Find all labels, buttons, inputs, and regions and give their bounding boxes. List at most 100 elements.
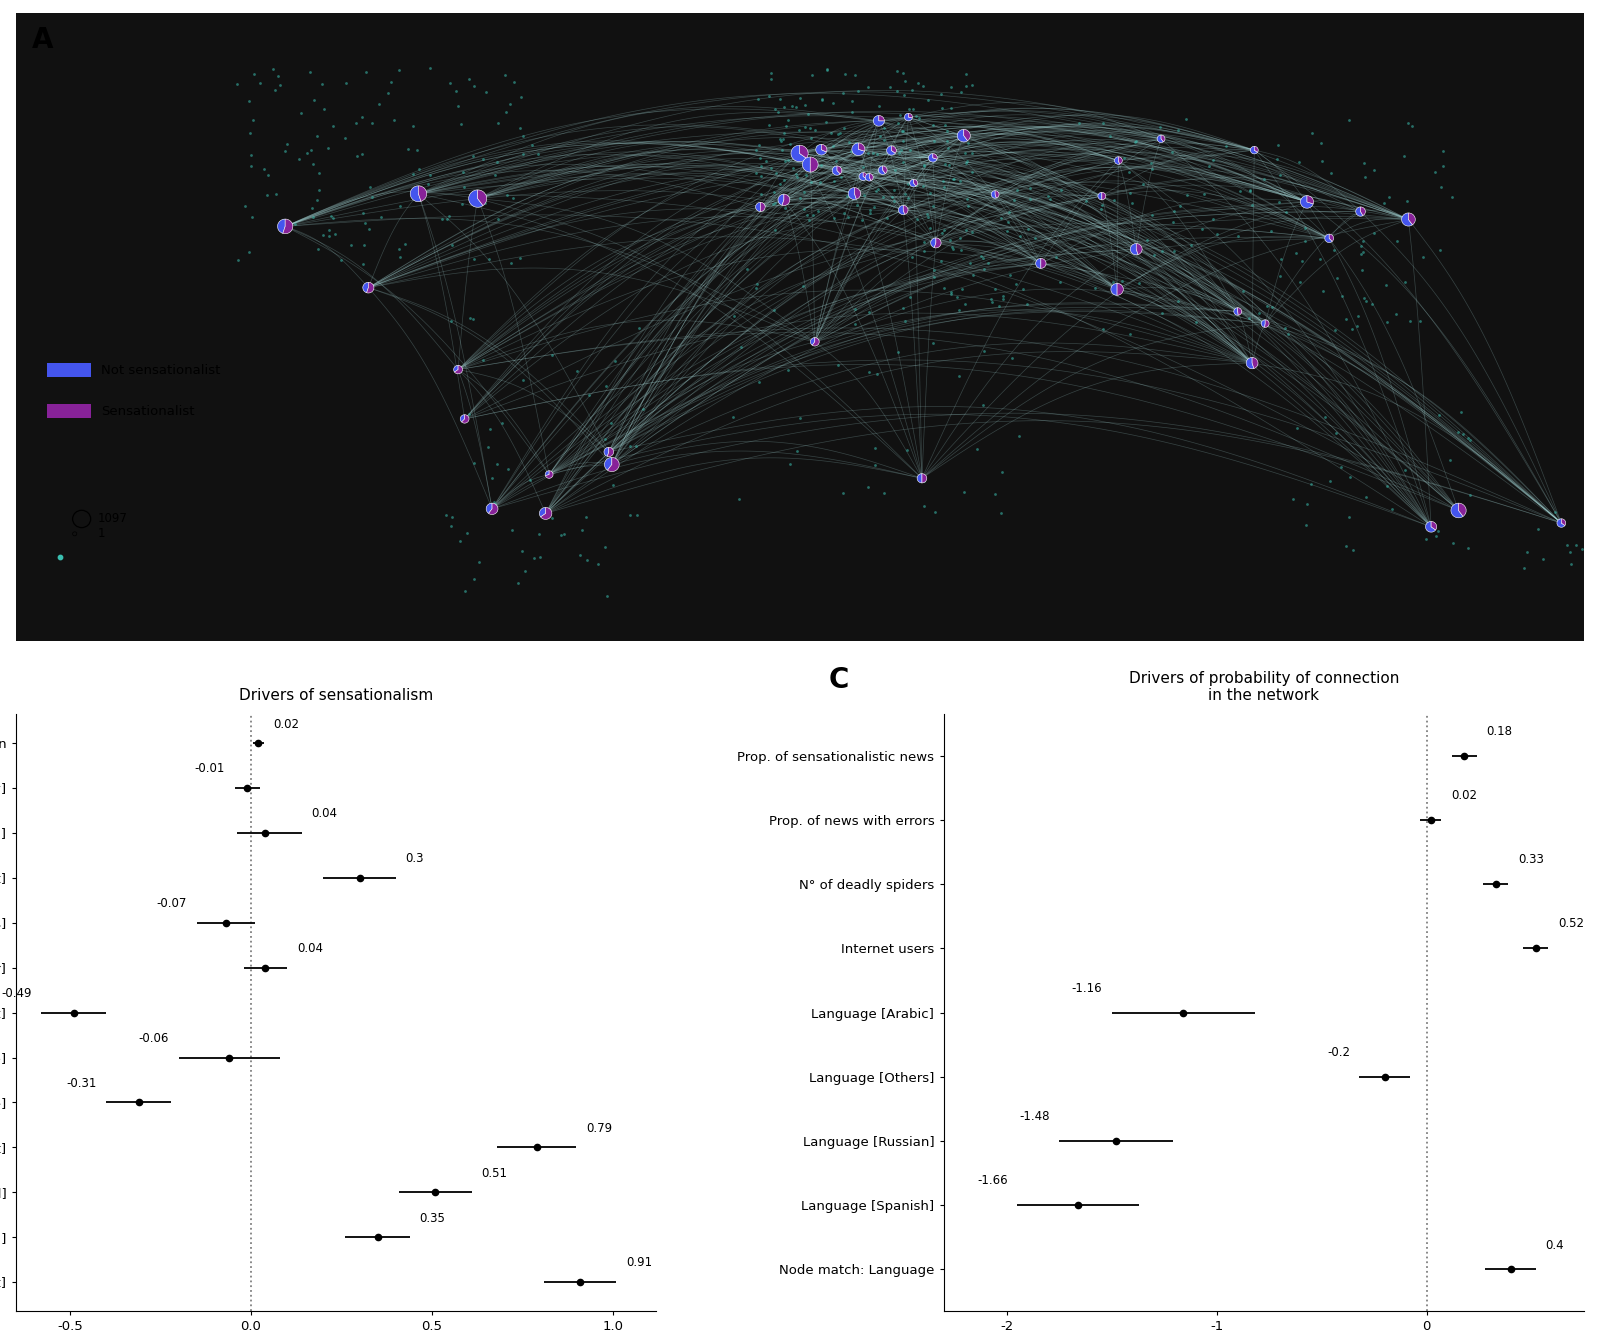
Point [507, 248, 533, 269]
Point [310, 225, 336, 246]
Point [952, 293, 978, 314]
Point [437, 205, 462, 226]
Point [1139, 158, 1165, 179]
Point [483, 452, 509, 474]
Point [306, 238, 331, 260]
Point [795, 103, 821, 124]
Point [757, 86, 782, 107]
Point [1426, 404, 1451, 425]
Point [954, 75, 979, 96]
Point [594, 585, 619, 606]
Point [512, 561, 538, 582]
Point [832, 118, 858, 139]
Wedge shape [859, 173, 867, 181]
Point [950, 480, 976, 502]
Point [381, 110, 406, 131]
Text: C: C [829, 666, 850, 694]
Point [747, 147, 773, 169]
Point [461, 75, 486, 96]
Point [766, 88, 792, 110]
Point [755, 115, 781, 136]
Wedge shape [366, 282, 374, 293]
Wedge shape [1430, 522, 1437, 530]
Point [822, 150, 848, 171]
Point [762, 300, 787, 321]
Point [309, 72, 334, 94]
Point [573, 507, 598, 529]
Point [880, 190, 906, 211]
Point [1349, 260, 1374, 281]
Wedge shape [1451, 503, 1462, 518]
Point [458, 306, 483, 328]
Point [896, 99, 922, 120]
Point [890, 62, 915, 83]
Point [794, 203, 819, 225]
Point [1290, 250, 1315, 272]
Point [1165, 119, 1190, 140]
Point [970, 248, 995, 269]
Text: 0.4: 0.4 [1546, 1239, 1563, 1251]
Point [790, 276, 816, 297]
Point [1333, 308, 1358, 329]
Wedge shape [469, 190, 483, 207]
Wedge shape [539, 507, 546, 516]
Point [1230, 280, 1256, 301]
Wedge shape [1330, 234, 1334, 241]
Point [570, 519, 595, 541]
Point [954, 153, 979, 174]
Point [782, 163, 808, 185]
Point [272, 140, 298, 162]
Point [1333, 535, 1358, 557]
Point [1395, 112, 1421, 134]
Point [485, 209, 510, 230]
Point [470, 349, 496, 371]
Point [437, 72, 462, 94]
Point [848, 209, 874, 230]
Point [1246, 302, 1272, 324]
Point [787, 187, 813, 209]
Point [774, 360, 800, 381]
Point [1424, 526, 1450, 547]
Point [1267, 191, 1293, 213]
Point [862, 438, 888, 459]
Point [275, 134, 301, 155]
Text: 0.35: 0.35 [419, 1212, 445, 1224]
Point [787, 408, 813, 429]
Point [242, 63, 267, 84]
Point [264, 183, 290, 205]
Wedge shape [546, 471, 554, 478]
Point [1362, 159, 1387, 181]
Text: 0.18: 0.18 [1486, 725, 1512, 737]
Wedge shape [541, 507, 552, 519]
Wedge shape [1426, 522, 1435, 533]
Wedge shape [410, 186, 421, 202]
Point [453, 581, 478, 602]
Point [938, 98, 963, 119]
Point [1112, 147, 1138, 169]
Point [864, 364, 890, 385]
Point [976, 252, 1002, 273]
Point [933, 115, 958, 136]
Wedge shape [914, 179, 918, 186]
Point [749, 166, 774, 187]
Title: Drivers of probability of connection
in the network: Drivers of probability of connection in … [1130, 670, 1398, 702]
Point [890, 120, 915, 142]
Point [312, 98, 338, 119]
Point [1109, 270, 1134, 292]
Text: Sensationalist: Sensationalist [101, 404, 194, 417]
Point [1429, 177, 1454, 198]
Point [354, 62, 379, 83]
Point [477, 417, 502, 439]
Point [758, 68, 784, 90]
Point [872, 482, 898, 503]
Point [392, 233, 418, 254]
Point [742, 162, 768, 183]
Point [349, 143, 374, 165]
Point [1150, 241, 1176, 262]
Wedge shape [910, 179, 915, 187]
Point [600, 475, 626, 496]
Point [774, 187, 800, 209]
Point [483, 151, 509, 173]
Point [304, 190, 330, 211]
Point [754, 150, 779, 171]
